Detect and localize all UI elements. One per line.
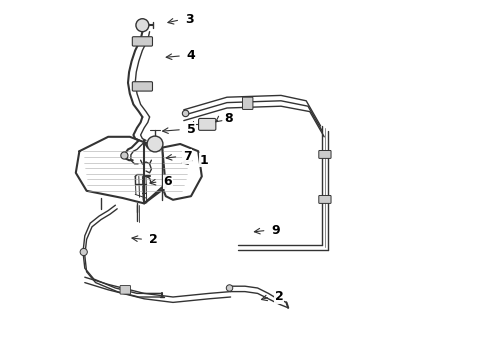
Circle shape [226,285,233,291]
FancyBboxPatch shape [198,118,216,130]
Text: 5: 5 [187,123,196,136]
Text: 9: 9 [271,224,280,237]
Text: 2: 2 [275,291,284,303]
Circle shape [136,19,149,32]
Text: 8: 8 [224,112,233,125]
FancyBboxPatch shape [243,97,253,109]
Circle shape [147,136,163,152]
FancyBboxPatch shape [319,195,331,203]
Circle shape [121,152,128,159]
Text: 3: 3 [185,13,194,26]
Text: 7: 7 [183,150,192,163]
Text: 2: 2 [149,233,158,246]
FancyBboxPatch shape [319,150,331,158]
Circle shape [182,110,189,117]
Text: 6: 6 [163,175,172,188]
FancyBboxPatch shape [132,82,152,91]
Circle shape [80,248,87,256]
Text: 1: 1 [199,154,208,167]
FancyBboxPatch shape [120,285,130,294]
FancyBboxPatch shape [132,37,152,46]
Text: 4: 4 [187,49,196,62]
